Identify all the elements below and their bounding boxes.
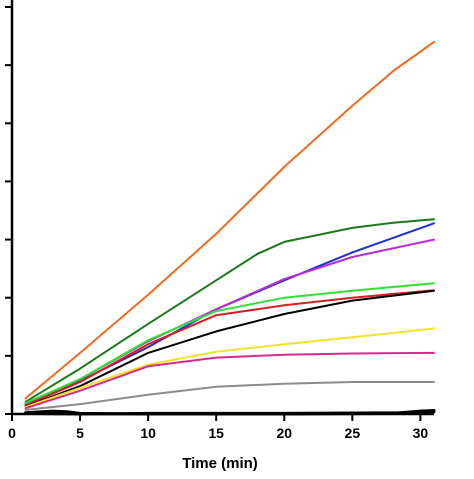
axes-layer bbox=[10, 0, 434, 416]
series-line-5 bbox=[24, 282, 435, 404]
series-line-1 bbox=[24, 40, 435, 400]
x-tick-label: 20 bbox=[276, 425, 292, 441]
series-line-4 bbox=[24, 238, 435, 407]
series-line-6 bbox=[24, 289, 435, 407]
x-axis-title: Time (min) bbox=[182, 455, 258, 472]
series-line-9 bbox=[24, 351, 435, 410]
series-line-10 bbox=[24, 381, 435, 411]
x-tick-label: 30 bbox=[413, 425, 429, 441]
series-line-8 bbox=[24, 327, 435, 408]
series-line-2 bbox=[24, 218, 435, 403]
x-tick-label: 15 bbox=[208, 425, 224, 441]
x-tick-label: 25 bbox=[345, 425, 361, 441]
x-tick-label: 10 bbox=[140, 425, 156, 441]
x-tick-label: 5 bbox=[76, 425, 84, 441]
x-tick-label: 0 bbox=[8, 425, 16, 441]
ticks-layer: 0 5 10 15 20 25 30 bbox=[5, 6, 429, 441]
series-line-7 bbox=[24, 289, 435, 408]
series-layer bbox=[24, 40, 436, 416]
